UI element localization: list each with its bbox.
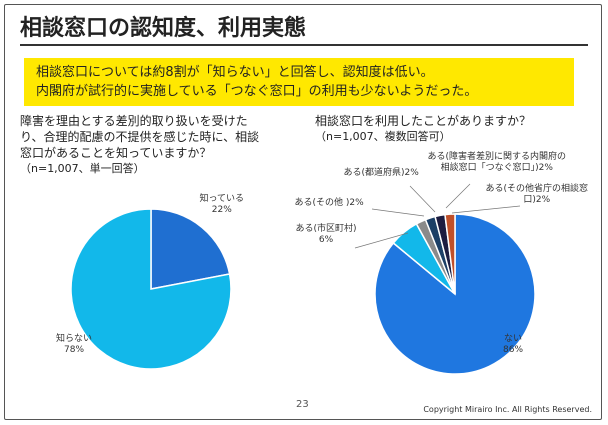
callout-line-2: 内閣府が試行的に実施している「つなぐ窓口」の利用も少ないようだった。 [36, 84, 478, 99]
summary-callout: 相談窓口については約8割が「知らない」と回答し、認知度は低い。 内閣府が試行的に… [24, 58, 574, 106]
title-divider [20, 44, 588, 46]
left-question-sample: （n=1,007、単一回答） [20, 162, 145, 175]
pie-label-usage-3: ある(都道府県)2% [343, 167, 419, 178]
pie-label-usage-2: ある(その他 )2% [294, 197, 364, 208]
left-question: 障害を理由とする差別的取り扱いを受けた り、合理的配慮の不提供を感じた時に、相談… [20, 113, 290, 177]
usage-pie-chart [374, 213, 536, 375]
right-question: 相談窓口を利用したことがありますか？ （n=1,007、複数回答可） [315, 113, 595, 145]
left-question-line-3: 窓口があることを知っていますか？ [20, 146, 212, 160]
right-question-line-1: 相談窓口を利用したことがありますか？ [315, 114, 532, 128]
pie-slice-awareness-1 [70, 208, 232, 370]
left-question-line-2: り、合理的配慮の不提供を感じた時に、相談 [20, 130, 260, 144]
leader-line-4 [445, 183, 471, 209]
leader-line-3 [409, 185, 436, 213]
copyright: Copyright Mirairo Inc. All Rights Reserv… [423, 405, 592, 414]
page-title: 相談窓口の認知度、利用実態 [20, 16, 307, 41]
awareness-pie-chart [70, 208, 232, 370]
pie-slice-usage-5 [444, 213, 456, 295]
pie-label-awareness-0: 知っている 22% [199, 194, 245, 215]
pie-label-usage-5: ある(その他省庁の相談窓 口)2% [485, 184, 589, 205]
leader-line-2 [371, 208, 425, 217]
left-question-line-1: 障害を理由とする差別的取り扱いを受けた [20, 114, 248, 128]
callout-line-1: 相談窓口については約8割が「知らない」と回答し、認知度は低い。 [36, 65, 434, 80]
leader-line-1 [354, 232, 409, 249]
pie-label-usage-1: ある(市区町村) 6% [295, 224, 357, 245]
pie-label-awareness-1: 知らない 78% [56, 334, 93, 355]
pie-label-usage-0: ない 86% [503, 334, 524, 355]
pie-label-usage-4: ある(障害者差別に関する内閣府の 相談窓口「つなぐ窓口」)2% [427, 152, 567, 173]
label-leader-lines [354, 183, 521, 249]
page-number: 23 [296, 399, 309, 410]
right-question-sample: （n=1,007、複数回答可） [315, 130, 451, 143]
pie-slice-awareness-0 [150, 208, 231, 290]
leader-line-5 [451, 205, 521, 214]
